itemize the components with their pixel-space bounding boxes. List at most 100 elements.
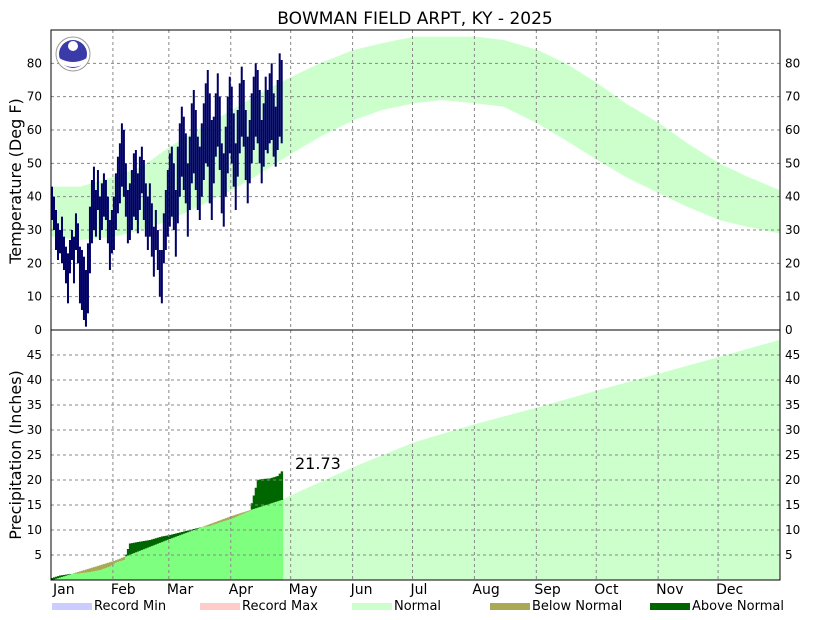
- observed-temperature-bar: [230, 86, 233, 164]
- above-normal-precip-bar: [278, 473, 282, 501]
- observed-temperature-bar: [54, 210, 57, 250]
- observed-temperature-bar: [112, 196, 115, 250]
- normal-temp-range: [360, 48, 363, 118]
- observed-precip-bar: [118, 561, 122, 580]
- observed-temperature-bar: [188, 136, 191, 210]
- normal-precip-bar: [602, 388, 605, 580]
- observed-temperature-bar: [142, 160, 145, 220]
- observed-temperature-bar: [164, 190, 167, 250]
- above-normal-precip-bar: [156, 537, 160, 544]
- normal-precip-bar: [404, 445, 407, 580]
- normal-precip-bar: [418, 440, 421, 580]
- observed-temperature-bar: [160, 250, 163, 304]
- normal-precip-bar: [426, 438, 429, 580]
- normal-temp-range: [674, 134, 677, 201]
- normal-temp-range: [156, 155, 160, 225]
- above-normal-precip-bar: [58, 575, 62, 578]
- normal-temp-range: [306, 69, 310, 144]
- normal-temp-range: [548, 55, 551, 131]
- normal-temp-range: [318, 63, 322, 137]
- observed-precip-bar: [162, 541, 166, 580]
- normal-precip-bar: [444, 432, 447, 580]
- below-normal-precip-bar: [96, 565, 100, 571]
- precipitation-tick-label-left: 20: [27, 473, 42, 487]
- legend-label: Record Min: [94, 599, 166, 614]
- normal-temp-range: [56, 186, 60, 238]
- observed-temperature-bar: [234, 143, 237, 210]
- observed-temperature-bar: [166, 170, 169, 237]
- observed-temperature-bar: [186, 163, 189, 237]
- normal-temp-range: [310, 67, 314, 142]
- normal-precip-bar: [656, 374, 659, 580]
- normal-precip-bar: [672, 369, 675, 580]
- observed-precip-bar: [134, 552, 138, 580]
- above-normal-precip-bar: [51, 578, 54, 580]
- temperature-panel: 0 0 10 10 20 20 30 30 40 40 50 50 60 60 70 70 80 80: [27, 29, 800, 337]
- normal-temp-range: [506, 41, 509, 109]
- observed-precip-bar: [128, 554, 132, 580]
- normal-precip-bar: [356, 465, 359, 580]
- observed-precip-bar: [192, 530, 196, 580]
- normal-precip-bar: [512, 413, 515, 580]
- observed-temperature-bar: [86, 243, 89, 314]
- normal-precip-bar: [762, 344, 765, 580]
- normal-temp-range: [372, 45, 375, 113]
- below-normal-precip-bar: [116, 559, 120, 562]
- normal-precip-bar: [590, 392, 593, 580]
- normal-precip-bar: [314, 484, 318, 580]
- normal-temp-range: [204, 125, 208, 203]
- observed-temperature-bar: [194, 110, 197, 190]
- above-normal-precip-bar: [166, 535, 170, 540]
- normal-precip-bar: [518, 412, 521, 580]
- legend-label: Above Normal: [692, 599, 784, 614]
- normal-precip-bar: [528, 409, 531, 580]
- precipitation-frame: [50, 329, 781, 581]
- normal-precip-bar: [560, 400, 563, 580]
- observed-temperature-bar: [100, 183, 103, 230]
- normal-precip-bar: [592, 391, 595, 580]
- above-normal-precip-bar: [178, 532, 182, 536]
- normal-precip-bar: [724, 355, 727, 580]
- observed-precip-bar: [176, 536, 180, 580]
- observed-temperature-bar: [64, 246, 67, 284]
- normal-precip-bar: [324, 479, 328, 580]
- normal-temp-range: [614, 96, 617, 171]
- normal-precip-bar: [696, 363, 699, 580]
- normal-precip-bar: [752, 347, 755, 580]
- normal-temp-range: [64, 186, 68, 239]
- normal-temp-range: [432, 36, 435, 101]
- normal-precip-bar: [310, 485, 314, 580]
- normal-temp-range: [660, 124, 663, 195]
- normal-precip-bar: [378, 456, 381, 580]
- normal-precip-bar: [538, 406, 541, 580]
- normal-temp-range: [658, 123, 661, 194]
- normal-precip-bar: [556, 401, 559, 580]
- normal-precip-bar: [644, 377, 647, 580]
- above-normal-precip-bar: [172, 534, 176, 538]
- observed-temperature-bar: [96, 170, 99, 210]
- normal-precip-bar: [542, 405, 545, 580]
- temperature-tick-label-right: 80: [785, 56, 800, 70]
- normal-temp-range: [648, 117, 651, 189]
- normal-temp-range: [430, 36, 433, 102]
- legend-swatch: [650, 603, 690, 610]
- observed-precip-bar: [82, 572, 86, 580]
- normal-precip-bar: [494, 418, 497, 580]
- observed-temperature-bar: [92, 166, 95, 230]
- normal-temp-range: [578, 72, 581, 149]
- observed-precip-bar: [204, 526, 208, 580]
- normal-temp-range: [670, 131, 673, 200]
- normal-temp-range: [450, 36, 453, 101]
- normal-precip-bar: [564, 399, 567, 580]
- normal-precip-bar: [372, 458, 375, 580]
- normal-temp-range: [716, 162, 719, 220]
- normal-precip-bar: [340, 472, 343, 580]
- normal-precip-bar: [660, 372, 663, 580]
- above-normal-precip-bar: [280, 471, 284, 500]
- normal-temp-range: [154, 156, 158, 225]
- normal-precip-bar: [686, 365, 689, 580]
- observed-precip-bar: [120, 560, 124, 580]
- normal-temp-range: [470, 36, 473, 103]
- observed-precip-bar: [114, 562, 118, 580]
- above-normal-precip-bar: [152, 538, 156, 546]
